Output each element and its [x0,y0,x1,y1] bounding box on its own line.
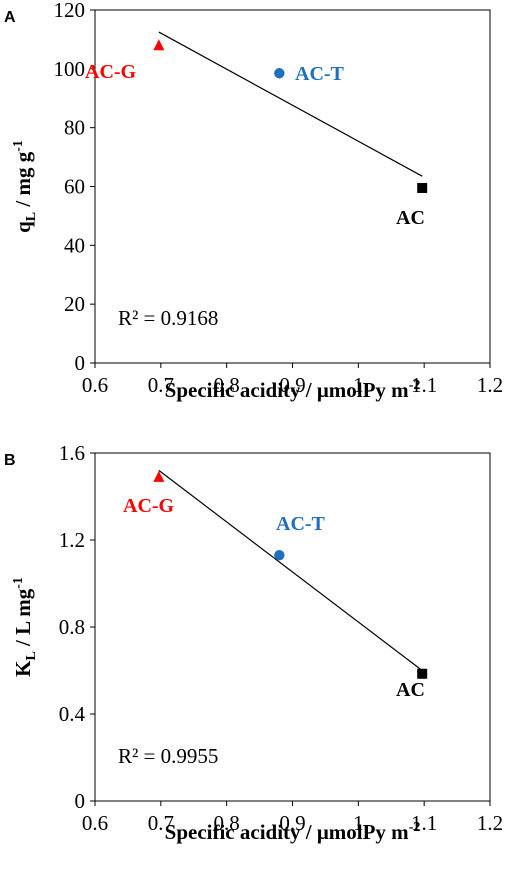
panel-b-trendline [158,469,423,671]
panel-a-x-tick-label: 1.2 [477,373,503,397]
panel-b-x-axis-label: Specific acidity / μmolPy m-2 [165,820,421,844]
panel-b-x-tick-label: 1.2 [477,811,503,835]
panel-a-x-tick-label: 0.9 [279,373,305,397]
panel-b-point-ac-t [274,550,285,561]
panel-a-point-ac-g [153,39,165,51]
panel-a-point-ac [417,182,428,193]
panel-a-label-ac-t: AC-T [295,63,345,85]
panel-b-x-tick-label: 0.8 [214,811,240,835]
panel-b-chart: B 0.6 0.7 0.8 0.9 1 1.1 1.2 0 0.4 0.8 1.2 1.6 Specifi… [4,441,503,844]
panel-a-x-tick-label: 1 [353,373,364,397]
panel-a-x-tick-label: 1.1 [411,373,437,397]
panel-a-x-axis-label: Specific acidity / μmolPy m-2 [165,378,421,402]
panel-b-letter: B [4,452,16,469]
panel-b-r2-annotation: R² = 0.9955 [118,744,218,768]
panel-a-x-tick-label: 0.6 [82,373,108,397]
panel-a-letter: A [4,9,16,26]
panel-b-y-tick-label: 0 [75,789,86,813]
panel-a-label-ac-g: AC-G [85,61,137,83]
panel-b-label-ac-t: AC-T [276,513,326,535]
panel-a-y-tick-label: 20 [64,292,85,316]
panel-a-r2-annotation: R² = 0.9168 [118,306,218,330]
panel-b-label-ac: AC [396,679,425,701]
panel-a-chart: A 0.6 0.7 0.8 0.9 1 1.1 1.2 0 20 40 60 80 100 120 Speci… [4,0,503,402]
panel-b-x-tick-label: 1 [353,811,364,835]
panel-b-x-tick-label: 0.7 [148,811,174,835]
panel-b-x-tick-label: 1.1 [411,811,437,835]
panel-b-x-tick-label: 0.6 [82,811,108,835]
panel-b-point-ac [417,668,428,679]
panel-a-x-tick-label: 0.7 [148,373,174,397]
panel-a-x-tick-label: 0.8 [214,373,240,397]
panel-b-y-axis-label: KL / L mg-1 [11,577,39,677]
panel-a-label-ac: AC [396,207,425,229]
panel-b-y-tick-label: 0.8 [59,615,85,639]
panel-b-label-ac-g: AC-G [123,495,175,517]
panel-a-y-tick-label: 60 [64,175,85,199]
panel-a-y-tick-label: 100 [54,57,86,81]
panel-b-point-ac-g [153,470,165,482]
panel-b-x-tick-label: 0.9 [279,811,305,835]
panel-a-y-axis-label: qL / mg g-1 [11,140,39,233]
panel-b-y-tick-label: 1.6 [59,441,85,465]
panel-b-y-tick-label: 0.4 [59,702,86,726]
panel-a-y-tick-label: 40 [64,233,85,257]
panel-a-trendline [158,31,423,177]
panel-a-y-tick-label: 0 [75,351,86,375]
panel-a-point-ac-t [274,68,285,79]
panel-b-y-tick-label: 1.2 [59,528,85,552]
panel-a-y-tick-label: 80 [64,116,85,140]
panel-a-y-tick-label: 120 [54,0,86,22]
